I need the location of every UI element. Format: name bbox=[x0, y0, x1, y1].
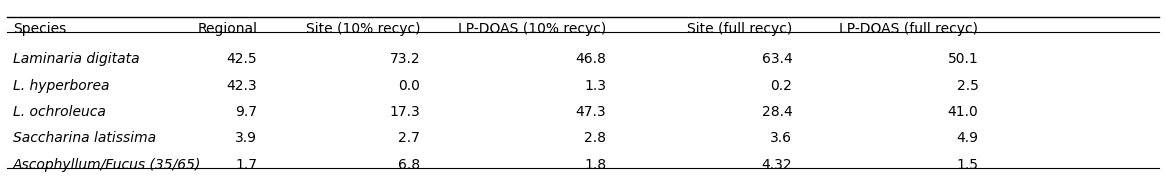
Text: 2.8: 2.8 bbox=[584, 131, 606, 146]
Text: Species: Species bbox=[13, 22, 66, 36]
Text: 1.8: 1.8 bbox=[584, 158, 606, 172]
Text: LP-DOAS (10% recyc): LP-DOAS (10% recyc) bbox=[458, 22, 606, 36]
Text: 28.4: 28.4 bbox=[761, 105, 793, 119]
Text: L. hyperborea: L. hyperborea bbox=[13, 79, 110, 93]
Text: Laminaria digitata: Laminaria digitata bbox=[13, 52, 140, 66]
Text: 73.2: 73.2 bbox=[389, 52, 420, 66]
Text: Regional: Regional bbox=[197, 22, 258, 36]
Text: 42.5: 42.5 bbox=[226, 52, 258, 66]
Text: Ascophyllum/Fucus (35/65): Ascophyllum/Fucus (35/65) bbox=[13, 158, 202, 172]
Text: 41.0: 41.0 bbox=[948, 105, 978, 119]
Text: 17.3: 17.3 bbox=[389, 105, 420, 119]
Text: Site (10% recyc): Site (10% recyc) bbox=[305, 22, 420, 36]
Text: Site (full recyc): Site (full recyc) bbox=[687, 22, 793, 36]
Text: 46.8: 46.8 bbox=[575, 52, 606, 66]
Text: 3.6: 3.6 bbox=[771, 131, 793, 146]
Text: 3.9: 3.9 bbox=[236, 131, 258, 146]
Text: 0.0: 0.0 bbox=[399, 79, 420, 93]
Text: 1.7: 1.7 bbox=[236, 158, 258, 172]
Text: L. ochroleuca: L. ochroleuca bbox=[13, 105, 106, 119]
Text: 9.7: 9.7 bbox=[236, 105, 258, 119]
Text: 4.32: 4.32 bbox=[761, 158, 793, 172]
Text: 2.7: 2.7 bbox=[399, 131, 420, 146]
Text: 1.5: 1.5 bbox=[956, 158, 978, 172]
Text: 2.5: 2.5 bbox=[956, 79, 978, 93]
Text: 0.2: 0.2 bbox=[771, 79, 793, 93]
Text: Saccharina latissima: Saccharina latissima bbox=[13, 131, 156, 146]
Text: LP-DOAS (full recyc): LP-DOAS (full recyc) bbox=[840, 22, 978, 36]
Text: 63.4: 63.4 bbox=[761, 52, 793, 66]
Text: 50.1: 50.1 bbox=[948, 52, 978, 66]
Text: 47.3: 47.3 bbox=[576, 105, 606, 119]
Text: 6.8: 6.8 bbox=[398, 158, 420, 172]
Text: 4.9: 4.9 bbox=[956, 131, 978, 146]
Text: 1.3: 1.3 bbox=[584, 79, 606, 93]
Text: 42.3: 42.3 bbox=[226, 79, 258, 93]
